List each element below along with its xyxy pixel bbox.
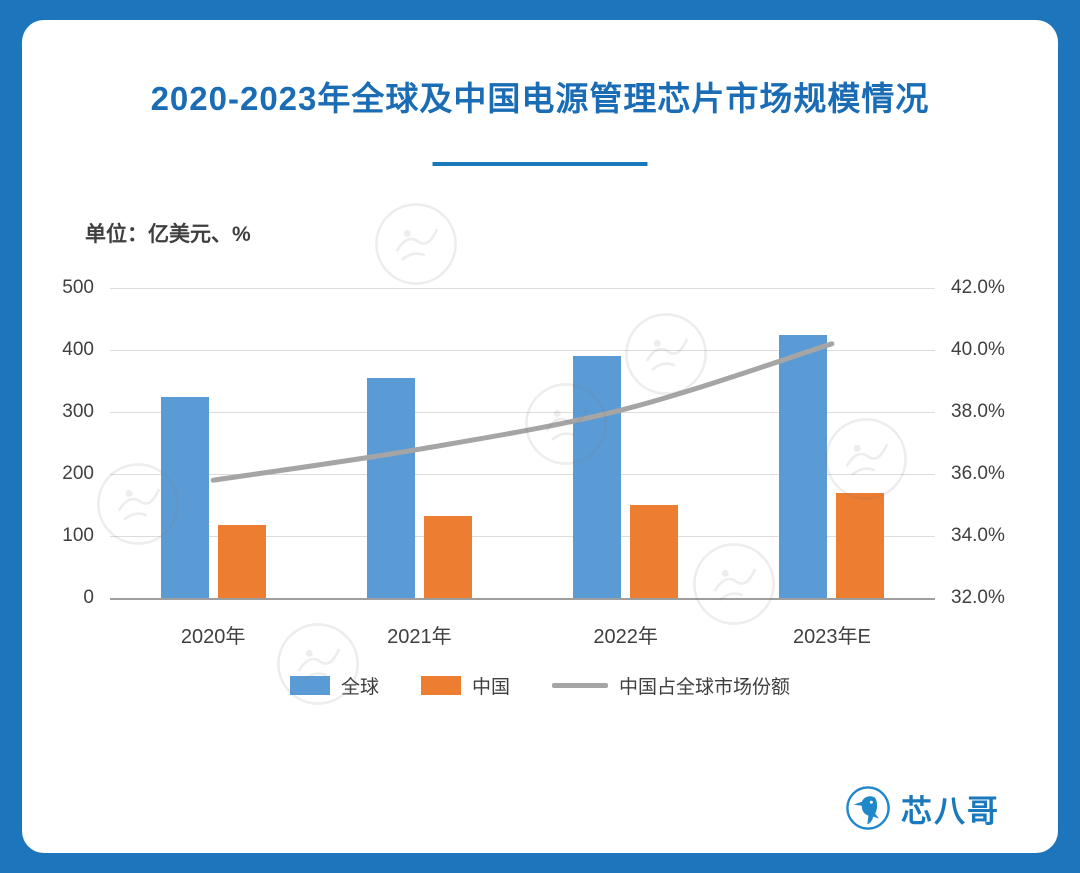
x-label-1: 2021年 [387, 626, 452, 648]
brand-logo: 芯八哥 [845, 785, 1000, 831]
bar-global-3 [779, 334, 828, 598]
legend: 全球 中国 中国占全球市场份额 [22, 672, 1058, 699]
legend-swatch-china [420, 676, 461, 695]
gridline [110, 598, 935, 600]
right-axis-tick: 40.0% [951, 339, 1005, 360]
gridline [110, 536, 935, 537]
right-axis-tick: 34.0% [951, 525, 1005, 546]
x-label-3: 2023年E [792, 626, 871, 648]
legend-label-china: 中国 [471, 677, 510, 698]
chart-title: 2020-2023年全球及中国电源管理芯片市场规模情况 [150, 80, 930, 117]
plot-area: 0 100 200 300 400 500 32.0% 34.0% 36.0% 38.0% 40.… [62, 277, 1005, 648]
left-axis-tick: 100 [62, 525, 94, 546]
left-axis-tick: 500 [62, 277, 94, 298]
left-axis-tick: 200 [62, 463, 94, 484]
legend-item-global: 全球 [289, 672, 379, 699]
bar-group-3 [729, 288, 935, 598]
unit-label: 单位：亿美元、% [85, 223, 251, 246]
bar-series [110, 288, 935, 598]
chart-card: 2020-2023年全球及中国电源管理芯片市场规模情况 单位：亿美元、% 0 10… [22, 20, 1058, 853]
watermark-icon [372, 200, 460, 293]
left-axis-tick: 300 [62, 401, 94, 422]
bar-global-1 [366, 377, 415, 598]
x-axis-labels: 2020年 2021年 2022年 2023年E [110, 620, 935, 649]
legend-item-china-share: 中国占全球市场份额 [552, 672, 790, 699]
left-axis-tick: 400 [62, 339, 94, 360]
right-axis-tick: 42.0% [951, 277, 1005, 298]
bar-global-2 [573, 356, 622, 598]
right-axis-tick: 32.0% [951, 587, 1005, 608]
legend-item-china: 中国 [420, 672, 510, 699]
x-label-2: 2022年 [593, 626, 658, 648]
brand-name: 芯八哥 [901, 793, 1000, 829]
legend-label-china-share: 中国占全球市场份额 [619, 677, 791, 698]
legend-label-global: 全球 [340, 677, 379, 698]
x-label-0: 2020年 [180, 626, 246, 648]
bar-group-2 [523, 288, 729, 598]
bar-china-2 [630, 505, 679, 598]
bar-china-1 [423, 516, 472, 598]
bar-china-0 [217, 524, 266, 598]
title-divider [432, 162, 648, 166]
bar-global-0 [160, 396, 209, 598]
legend-swatch-global [289, 676, 330, 695]
bar-group-1 [316, 288, 522, 598]
bar-china-3 [836, 492, 885, 598]
left-axis-tick: 0 [83, 587, 94, 608]
right-axis-tick: 36.0% [951, 463, 1005, 484]
gridline [110, 288, 935, 289]
bar-group-0 [110, 288, 316, 598]
legend-swatch-china-share [552, 683, 608, 688]
kingfisher-bird-icon [846, 786, 890, 830]
right-axis-tick: 38.0% [951, 401, 1005, 422]
